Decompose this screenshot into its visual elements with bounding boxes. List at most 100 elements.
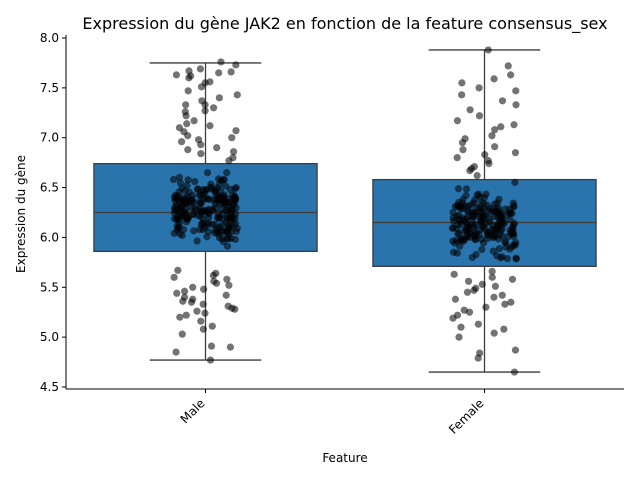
data-point	[227, 234, 235, 243]
plot-area: 4.5 5.0 5.5 6.0 6.5 7.0 7.5 8.0 Male Female	[40, 31, 624, 437]
data-point	[488, 267, 496, 275]
data-point	[458, 91, 466, 99]
data-point	[204, 227, 213, 236]
data-point	[193, 237, 201, 245]
data-point	[196, 65, 204, 73]
data-point	[449, 314, 457, 322]
data-point	[199, 325, 208, 333]
data-point	[490, 232, 498, 240]
data-point	[213, 144, 221, 152]
data-point	[462, 185, 471, 193]
data-point	[500, 220, 508, 228]
data-point	[508, 243, 516, 251]
data-point	[232, 127, 240, 135]
data-point	[200, 285, 208, 293]
data-point	[182, 112, 190, 120]
data-point	[508, 275, 517, 283]
data-point	[495, 195, 503, 203]
data-point	[211, 200, 219, 208]
y-tick-label: 8.0	[40, 31, 59, 45]
data-point	[511, 346, 520, 354]
data-point	[206, 122, 214, 130]
data-point	[478, 280, 486, 288]
data-point	[226, 185, 234, 194]
data-point	[229, 195, 237, 203]
data-point	[217, 58, 225, 66]
data-point	[175, 173, 184, 181]
data-point	[170, 273, 178, 281]
data-point	[223, 275, 231, 283]
data-point	[197, 83, 206, 91]
data-point	[184, 132, 192, 140]
data-point	[455, 333, 463, 341]
data-point	[501, 300, 509, 308]
data-point	[473, 172, 481, 180]
data-point	[506, 216, 514, 224]
y-tick-label: 7.0	[40, 131, 59, 145]
data-point	[449, 208, 457, 216]
data-point	[197, 150, 205, 158]
data-point	[173, 289, 181, 297]
data-point	[481, 151, 489, 159]
data-point	[475, 84, 483, 92]
data-point	[451, 295, 460, 303]
data-point	[480, 194, 489, 202]
data-point	[181, 197, 189, 205]
data-point	[480, 199, 488, 207]
data-point	[183, 120, 191, 128]
data-point	[501, 239, 510, 247]
data-point	[170, 175, 178, 184]
data-point	[201, 309, 209, 317]
data-point	[202, 208, 210, 216]
data-point	[197, 141, 205, 149]
data-point	[178, 204, 187, 212]
y-tick-label: 7.5	[40, 81, 59, 95]
data-point	[185, 74, 193, 82]
data-point	[211, 226, 220, 235]
data-point	[470, 286, 478, 294]
data-point	[498, 97, 507, 105]
data-point	[512, 87, 520, 95]
x-tick-label: Male	[178, 396, 208, 426]
data-point	[466, 106, 474, 114]
data-point	[510, 121, 518, 129]
data-point	[465, 308, 474, 316]
data-point	[179, 297, 187, 305]
data-point	[459, 146, 467, 154]
data-point	[490, 75, 498, 83]
data-point	[225, 157, 233, 165]
data-point	[199, 190, 207, 198]
data-point	[511, 178, 519, 186]
data-point	[226, 343, 234, 351]
data-point	[184, 176, 192, 184]
data-point	[512, 255, 520, 263]
data-point	[178, 231, 186, 240]
data-point	[453, 154, 461, 162]
data-point	[187, 298, 196, 306]
data-point	[468, 220, 477, 229]
data-point	[182, 311, 190, 319]
data-point	[472, 235, 480, 244]
data-point	[454, 230, 462, 238]
data-point	[229, 148, 238, 156]
data-point	[212, 279, 221, 287]
data-point	[496, 230, 504, 238]
data-point	[498, 291, 506, 299]
data-point	[233, 91, 241, 99]
data-point	[511, 149, 520, 157]
data-point	[197, 212, 205, 221]
data-point	[174, 266, 182, 274]
x-axis-label: Feature	[322, 451, 367, 465]
data-point	[472, 250, 480, 259]
data-point	[228, 205, 236, 213]
data-point	[507, 71, 515, 79]
data-point	[206, 356, 215, 364]
data-point	[174, 213, 183, 221]
data-point	[482, 303, 490, 311]
data-point	[481, 211, 490, 219]
data-point	[219, 194, 227, 202]
data-point	[231, 219, 240, 227]
data-point	[232, 184, 240, 192]
data-point	[495, 209, 503, 217]
